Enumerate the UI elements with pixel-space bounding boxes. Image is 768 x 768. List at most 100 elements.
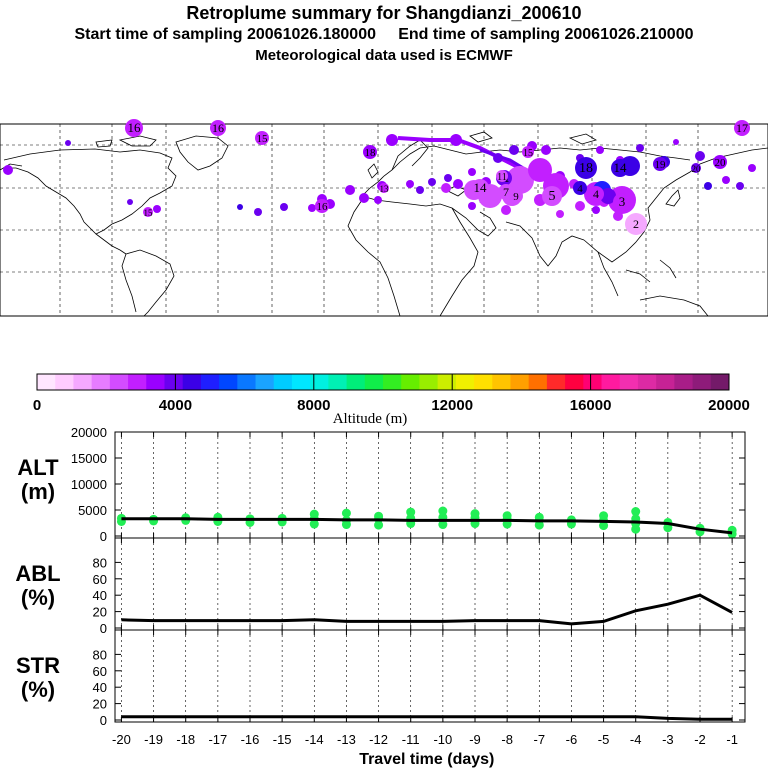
x-tick-label: -9 — [469, 732, 481, 747]
sampling-times: Start time of sampling 20061026.180000 E… — [0, 26, 768, 44]
colorbar-cell — [109, 374, 129, 390]
map-marker-8: 18 — [576, 158, 596, 178]
y-tick-label: 20 — [93, 605, 107, 620]
map-marker-label: 16 — [317, 201, 329, 213]
colorbar-cell — [255, 374, 275, 390]
map-marker-22: 16 — [315, 199, 329, 213]
y-tick-label: 80 — [93, 555, 107, 570]
x-tick-label: -2 — [694, 732, 706, 747]
colorbar-cell — [164, 374, 184, 390]
colorbar-cell — [37, 374, 56, 390]
map-dot — [748, 164, 756, 172]
colorbar-cell — [146, 374, 165, 390]
colorbar-cell — [637, 374, 657, 390]
coast-arabia — [451, 207, 497, 237]
x-tick-label: -15 — [273, 732, 292, 747]
x-tick-label: -10 — [433, 732, 452, 747]
map-marker-label: 13 — [380, 184, 390, 194]
colorbar-cell — [601, 374, 621, 390]
map-dot — [468, 202, 476, 210]
map-marker-16: 9 — [509, 189, 523, 203]
map-marker-7: 19 — [653, 157, 667, 171]
coast-north-america — [3, 148, 177, 235]
map-marker-label: 19 — [655, 159, 667, 171]
colorbar-cell — [310, 374, 329, 390]
map-dot — [280, 203, 288, 211]
map-dot — [575, 201, 585, 211]
map-marker-label: 4 — [593, 187, 599, 201]
map-marker-13: 11 — [496, 170, 508, 183]
map-marker-6: 20 — [713, 155, 727, 169]
map-marker-17: 5 — [542, 186, 562, 206]
x-tick-label: -20 — [112, 732, 131, 747]
x-tick-label: -18 — [176, 732, 195, 747]
alt-point — [599, 511, 609, 521]
map-marker-12: 13 — [379, 183, 389, 194]
map-marker-5: 18 — [363, 145, 377, 159]
map-marker-label: 14 — [614, 160, 628, 175]
panel-ylabel: ABL (%) — [15, 561, 60, 610]
panel-frame — [114, 629, 746, 723]
series-line-abl — [121, 593, 733, 626]
map-dot — [453, 179, 463, 189]
map-dot — [704, 182, 712, 190]
colorbar-cell — [55, 374, 74, 390]
map-marker-label: 16 — [128, 120, 142, 135]
map-marker-label: 7 — [503, 185, 509, 199]
map-marker-label: 17 — [736, 121, 748, 135]
map-marker-label: 5 — [549, 189, 556, 204]
map-dot — [428, 178, 436, 186]
map-markers: 1616151715182019181420111311147954432161… — [3, 119, 756, 235]
colorbar-cell — [619, 374, 639, 390]
page-title: Retroplume summary for Shangdianzi_20061… — [186, 3, 582, 23]
coast-south-america — [121, 249, 175, 317]
colorbar-tick-label: 12000 — [431, 397, 473, 414]
map-dot — [345, 185, 355, 195]
x-axis-label: Travel time (days) — [359, 751, 494, 768]
colorbar-cell — [419, 374, 439, 390]
map-dot — [3, 165, 13, 175]
map-marker-21: 2 — [628, 216, 644, 232]
colorbar-cell — [346, 374, 366, 390]
colorbar-cell — [128, 374, 147, 390]
map-marker-9: 14 — [611, 159, 629, 177]
start-time-label: Start time of sampling 20061026.180000 — [74, 26, 377, 43]
alt-point — [502, 511, 512, 521]
x-tick-label: -11 — [402, 732, 420, 747]
colorbar-cell — [73, 374, 93, 390]
map-dot — [386, 134, 398, 146]
map-dot — [596, 146, 604, 154]
alt-point — [341, 508, 351, 518]
colorbar-tick-label: 0 — [33, 397, 41, 414]
map-dot — [444, 174, 452, 182]
colorbar-tick-label: 20000 — [708, 397, 750, 414]
met-data-label: Meteorological data used is ECMWF — [255, 47, 513, 64]
map-marker-label: 18 — [579, 161, 593, 176]
colorbar-cell — [528, 374, 548, 390]
coast-arctic-islands — [469, 131, 597, 145]
end-time-label: End time of sampling 20061026.210000 — [398, 26, 694, 43]
x-tick-label: -19 — [144, 732, 163, 747]
y-tick-label: 60 — [93, 664, 107, 679]
map-dot — [493, 153, 503, 163]
alt-point — [631, 507, 641, 517]
map-marker-label: 15 — [257, 133, 269, 145]
coast-alaska — [0, 163, 23, 171]
map-marker-label: 9 — [513, 191, 519, 203]
world-map: 1616151715182019181420111311147954432161… — [0, 119, 768, 317]
x-tick-label: -14 — [305, 732, 324, 747]
alt-point — [406, 507, 416, 517]
panel-frame — [114, 537, 746, 631]
colorbar-label: Altitude (m) — [333, 411, 408, 427]
coast-africa — [347, 199, 479, 317]
colorbar-cell — [474, 374, 493, 390]
map-marker-14: 14 — [471, 179, 489, 197]
colorbar-cell — [692, 374, 712, 390]
series-line-alt — [121, 517, 733, 535]
map-marker-19: 4 — [573, 181, 587, 195]
map-dot — [673, 139, 679, 145]
colorbar-cell — [437, 374, 457, 390]
x-tick-label: -6 — [566, 732, 578, 747]
map-marker-18: 4 — [588, 186, 604, 202]
alt-point — [470, 509, 480, 519]
